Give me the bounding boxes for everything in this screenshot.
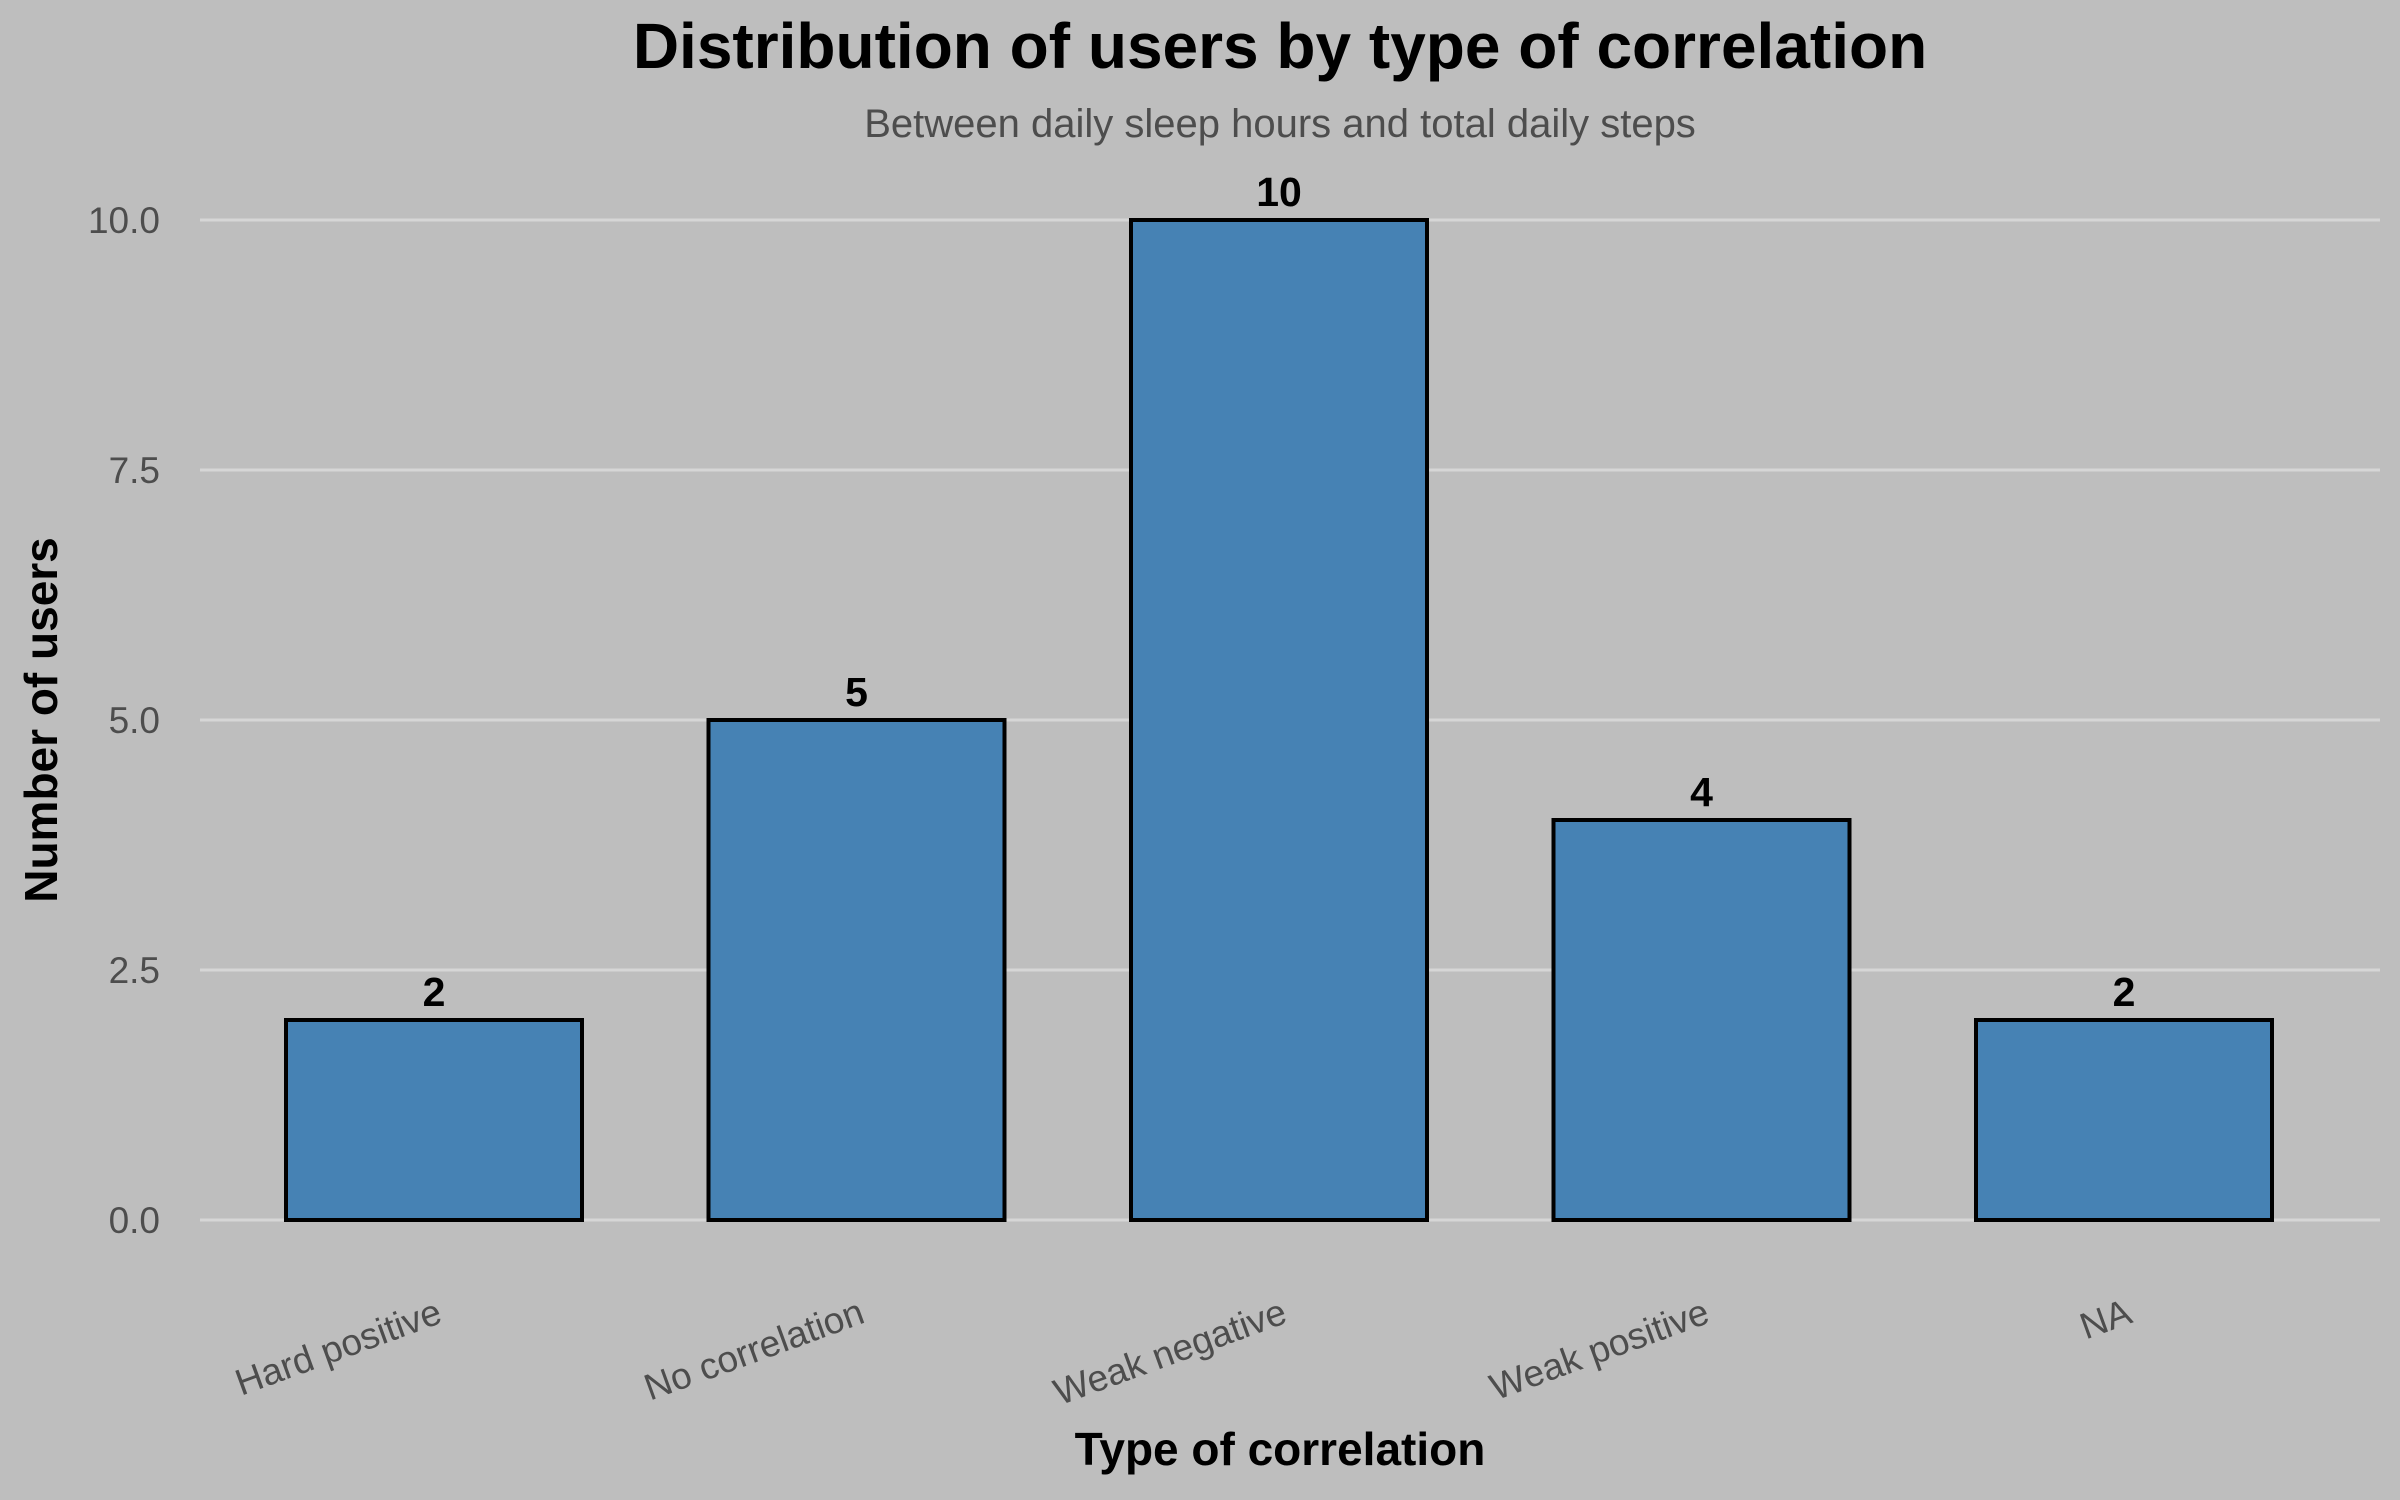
y-tick-label: 5.0 — [109, 700, 160, 741]
x-tick-label: Weak negative — [1048, 1291, 1291, 1413]
chart-subtitle: Between daily sleep hours and total dail… — [864, 102, 1696, 146]
y-tick-label: 10.0 — [88, 200, 160, 241]
data-label: 5 — [845, 669, 868, 715]
bar — [1974, 1018, 2274, 1222]
data-label: 10 — [1256, 169, 1302, 215]
y-tick-label: 2.5 — [109, 950, 160, 991]
bar — [1551, 818, 1852, 1222]
y-tick-label: 0.0 — [109, 1200, 160, 1241]
x-tick-label: Hard positive — [230, 1291, 447, 1403]
chart-title: Distribution of users by type of correla… — [633, 10, 1927, 82]
y-axis-ticks: 0.0 2.5 5.0 7.5 10.0 — [88, 200, 160, 1241]
data-label: 4 — [1690, 769, 1713, 815]
x-axis-ticks: Hard positive No correlation Weak negative… — [230, 1291, 2137, 1413]
x-axis-title: Type of correlation — [1075, 1423, 1486, 1475]
bar — [284, 1018, 584, 1222]
data-label: 2 — [423, 969, 446, 1015]
bar — [706, 718, 1007, 1222]
y-axis-title: Number of users — [15, 537, 67, 903]
x-tick-label: NA — [2074, 1291, 2137, 1347]
x-tick-label: Weak positive — [1484, 1291, 1714, 1408]
y-tick-label: 7.5 — [109, 450, 160, 491]
data-labels: 2 5 10 4 2 — [423, 169, 2136, 1015]
bars — [284, 218, 2274, 1222]
bar — [1129, 218, 1429, 1222]
data-label: 2 — [2113, 969, 2136, 1015]
x-tick-label: No correlation — [639, 1291, 869, 1408]
